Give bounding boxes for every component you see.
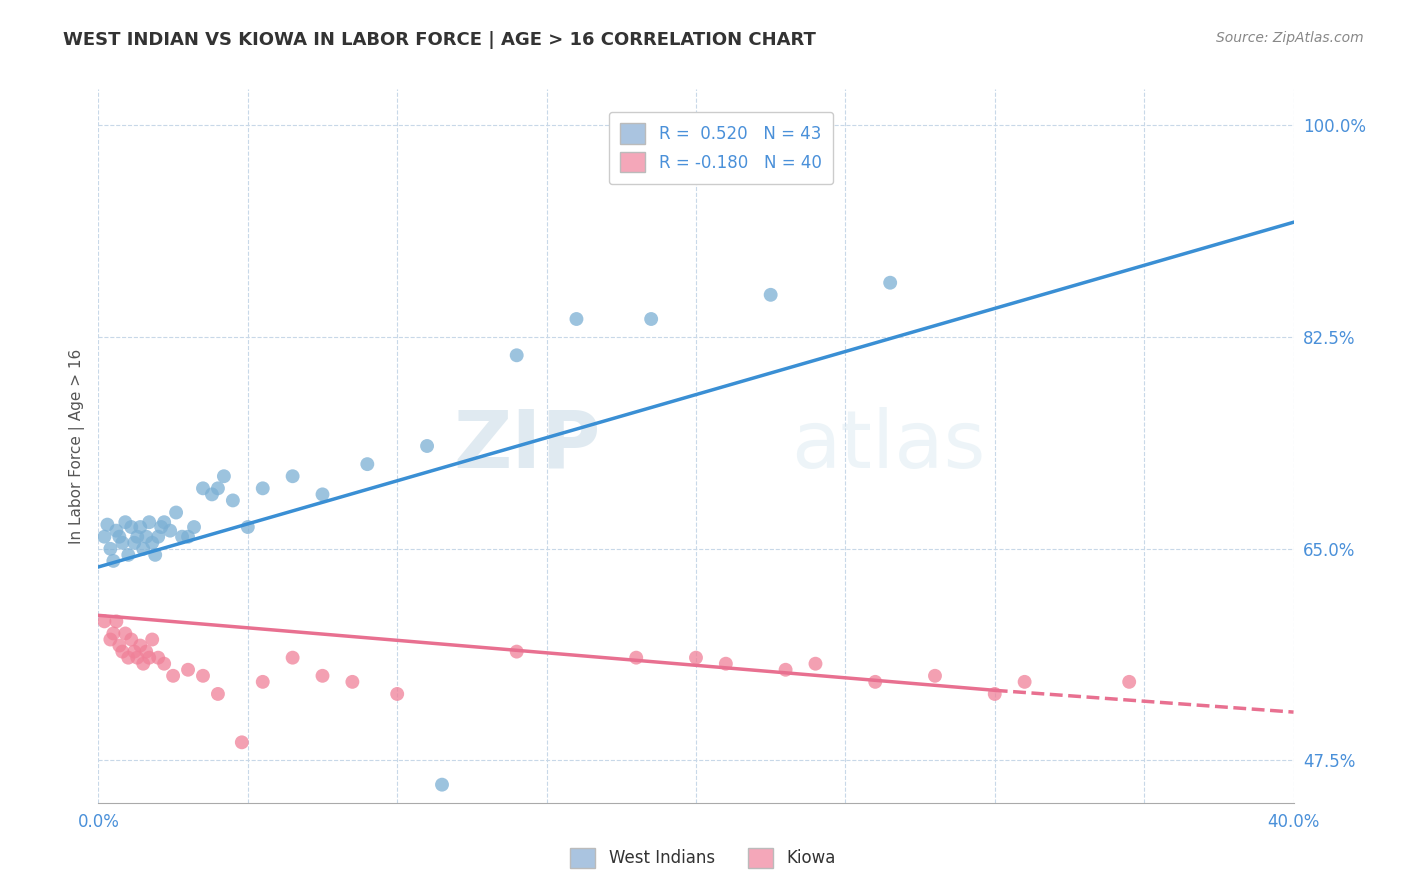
Point: [506, 348, 529, 362]
Point: [311, 669, 333, 683]
Point: [132, 541, 155, 556]
Point: [207, 687, 229, 701]
Point: [506, 645, 529, 659]
Point: [177, 530, 200, 544]
Point: [162, 669, 184, 683]
Point: [103, 554, 125, 568]
Point: [135, 645, 157, 659]
Point: [759, 288, 782, 302]
Text: ZIP: ZIP: [453, 407, 600, 485]
Point: [124, 535, 146, 549]
Point: [127, 530, 149, 544]
Point: [640, 312, 662, 326]
Point: [148, 650, 170, 665]
Point: [105, 524, 128, 538]
Point: [143, 548, 166, 562]
Point: [111, 535, 134, 549]
Point: [103, 626, 125, 640]
Point: [1014, 674, 1036, 689]
Point: [714, 657, 737, 671]
Point: [98, 632, 122, 647]
Point: [222, 493, 245, 508]
Point: [236, 520, 259, 534]
Point: [165, 506, 187, 520]
Point: [114, 626, 136, 640]
Point: [385, 687, 409, 701]
Point: [98, 541, 122, 556]
Point: [135, 530, 157, 544]
Point: [356, 457, 378, 471]
Point: [342, 674, 364, 689]
Point: [231, 735, 253, 749]
Point: [138, 515, 160, 529]
Text: atlas: atlas: [792, 407, 986, 485]
Point: [120, 520, 142, 534]
Point: [183, 520, 205, 534]
Point: [124, 645, 146, 659]
Point: [252, 674, 274, 689]
Point: [775, 663, 797, 677]
Point: [191, 481, 214, 495]
Point: [93, 615, 115, 629]
Point: [141, 632, 163, 647]
Point: [565, 312, 588, 326]
Point: [111, 645, 134, 659]
Point: [311, 487, 333, 501]
Point: [141, 535, 163, 549]
Point: [281, 469, 304, 483]
Point: [96, 517, 118, 532]
Text: WEST INDIAN VS KIOWA IN LABOR FORCE | AGE > 16 CORRELATION CHART: WEST INDIAN VS KIOWA IN LABOR FORCE | AG…: [63, 31, 815, 49]
Point: [108, 530, 131, 544]
Point: [120, 632, 142, 647]
Point: [117, 650, 139, 665]
Point: [865, 674, 887, 689]
Point: [153, 657, 176, 671]
Point: [117, 548, 139, 562]
Point: [127, 650, 149, 665]
Point: [212, 469, 235, 483]
Point: [177, 663, 200, 677]
Point: [129, 520, 152, 534]
Point: [191, 669, 214, 683]
Legend: West Indians, Kiowa: West Indians, Kiowa: [564, 841, 842, 875]
Point: [114, 515, 136, 529]
Point: [984, 687, 1007, 701]
Legend: R =  0.520   N = 43, R = -0.180   N = 40: R = 0.520 N = 43, R = -0.180 N = 40: [609, 112, 834, 184]
Y-axis label: In Labor Force | Age > 16: In Labor Force | Age > 16: [69, 349, 84, 543]
Point: [1118, 674, 1140, 689]
Point: [252, 481, 274, 495]
Point: [159, 524, 181, 538]
Point: [804, 657, 827, 671]
Point: [148, 530, 170, 544]
Point: [207, 481, 229, 495]
Point: [129, 639, 152, 653]
Point: [430, 778, 453, 792]
Point: [685, 650, 707, 665]
Point: [626, 650, 648, 665]
Point: [281, 650, 304, 665]
Text: Source: ZipAtlas.com: Source: ZipAtlas.com: [1216, 31, 1364, 45]
Point: [172, 530, 194, 544]
Point: [93, 530, 115, 544]
Point: [150, 520, 173, 534]
Point: [879, 276, 901, 290]
Point: [924, 669, 946, 683]
Point: [108, 639, 131, 653]
Point: [201, 487, 224, 501]
Point: [153, 515, 176, 529]
Point: [416, 439, 439, 453]
Point: [132, 657, 155, 671]
Point: [105, 615, 128, 629]
Point: [138, 650, 160, 665]
